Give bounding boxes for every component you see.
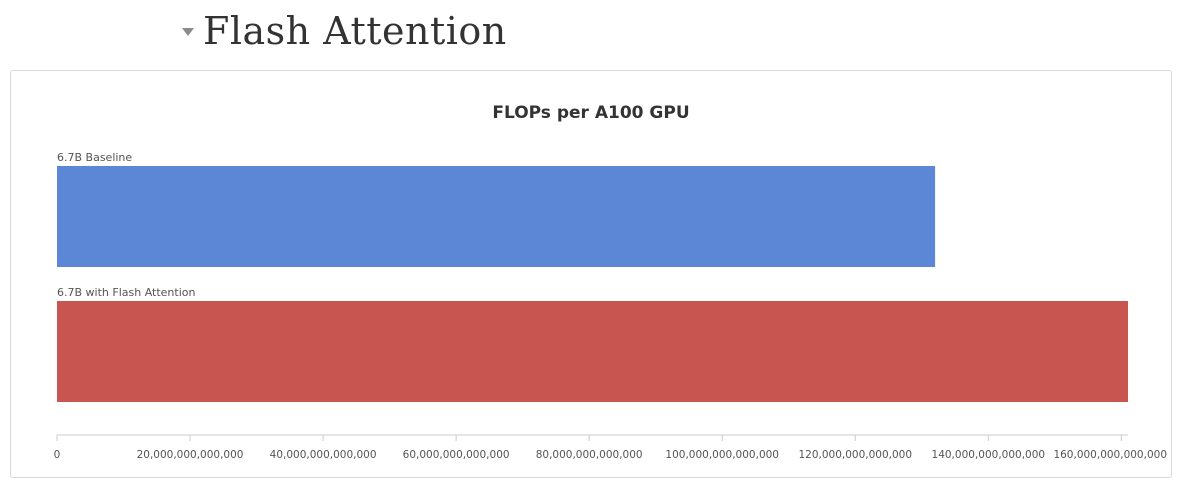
bar-chart: 6.7B Baseline 6.7B with Flash Attention 0 2…	[54, 151, 1167, 461]
x-tick-label: 120,000,000,000,000	[798, 449, 912, 461]
chart-panel: FLOPs per A100 GPU 6.7B Baseline 6.7B wit…	[10, 70, 1172, 478]
x-tick-label: 140,000,000,000,000	[932, 449, 1046, 461]
x-tick-label: 160,000,000,000,000	[1053, 449, 1167, 461]
x-tick-label: 40,000,000,000,000	[270, 449, 377, 461]
category-label: 6.7B Baseline	[57, 151, 132, 164]
triangle-down-icon[interactable]	[182, 28, 194, 36]
x-tick-label: 100,000,000,000,000	[665, 449, 779, 461]
bar[interactable]	[57, 166, 936, 267]
x-tick-label: 20,000,000,000,000	[137, 449, 244, 461]
section-title: Flash Attention	[203, 9, 507, 53]
chart-title: FLOPs per A100 GPU	[492, 103, 690, 123]
x-tick-label: 0	[54, 449, 61, 461]
x-tick-label: 60,000,000,000,000	[403, 449, 510, 461]
category-label: 6.7B with Flash Attention	[57, 286, 195, 299]
section-header[interactable]: Flash Attention	[182, 6, 507, 56]
x-tick-label: 80,000,000,000,000	[536, 449, 643, 461]
bar[interactable]	[57, 301, 1128, 402]
